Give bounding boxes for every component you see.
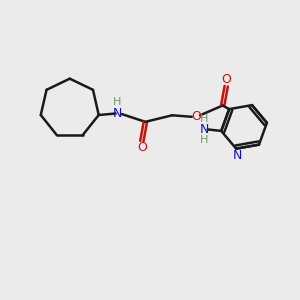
Text: N: N [112, 107, 122, 120]
Text: H: H [200, 114, 208, 124]
Text: H: H [200, 135, 208, 145]
Text: O: O [137, 141, 147, 154]
Text: H: H [113, 97, 121, 107]
Text: N: N [199, 123, 209, 136]
Text: N: N [233, 149, 242, 162]
Text: O: O [191, 110, 201, 123]
Text: O: O [221, 73, 231, 86]
